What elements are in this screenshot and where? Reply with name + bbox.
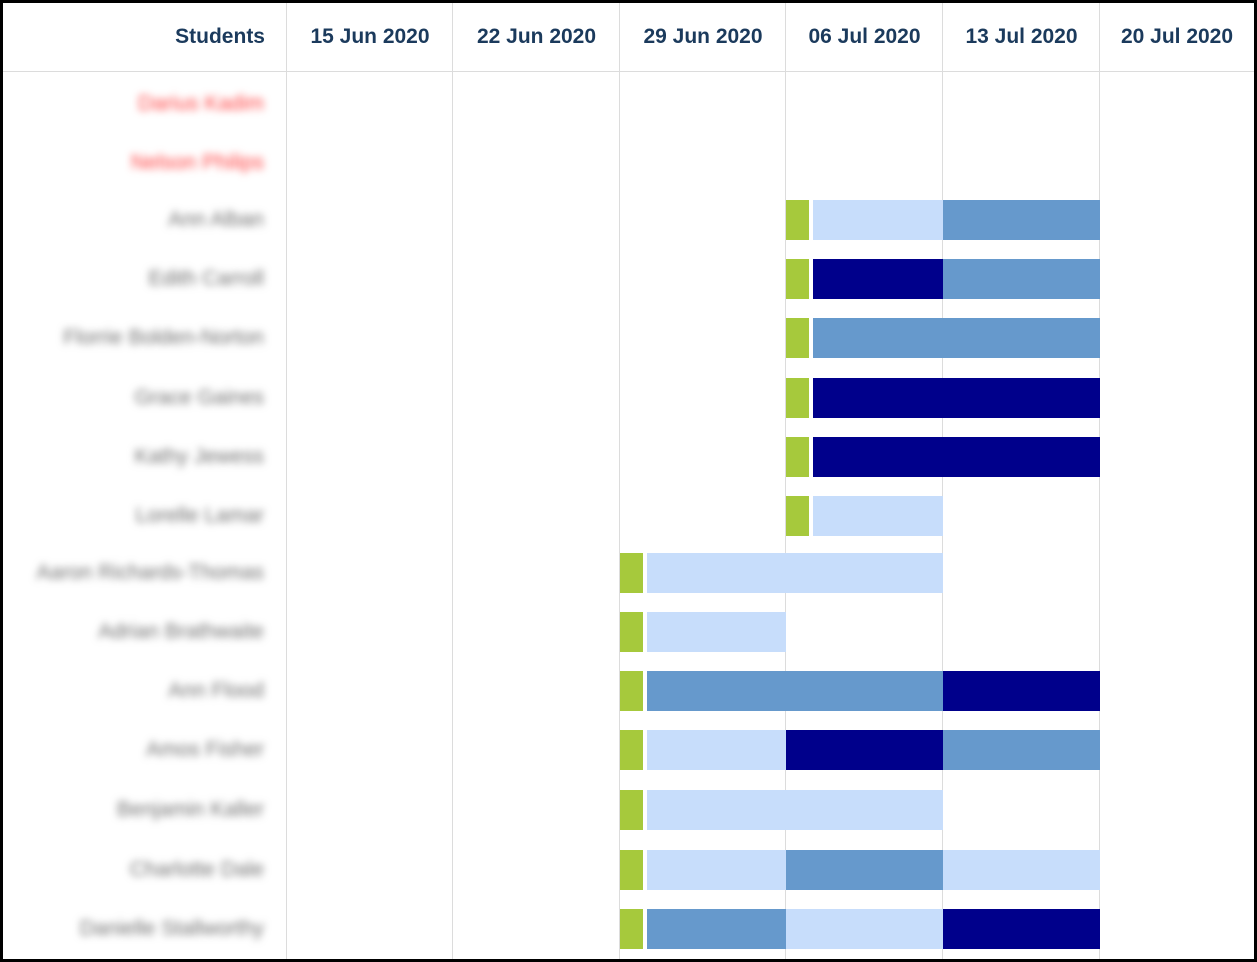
week-progress-bar[interactable] — [786, 909, 943, 949]
week-column-divider — [1099, 3, 1100, 959]
start-marker — [786, 437, 809, 477]
start-marker — [620, 612, 643, 652]
week-progress-bar[interactable] — [813, 200, 943, 240]
start-marker — [620, 730, 643, 770]
start-marker — [786, 378, 809, 418]
week-header-22-jun: 22 Jun 2020 — [476, 25, 597, 48]
student-name[interactable]: Kathy Jewess — [134, 445, 264, 468]
week-header-13-jul: 13 Jul 2020 — [965, 25, 1078, 48]
week-progress-bar[interactable] — [943, 730, 1100, 770]
student-name[interactable]: Danielle Stallworthy — [79, 917, 264, 940]
student-name[interactable]: Florrie Bolden-Norton — [63, 326, 264, 349]
week-progress-bar[interactable] — [813, 259, 943, 299]
week-progress-bar[interactable] — [943, 200, 1100, 240]
week-progress-bar[interactable] — [943, 378, 1100, 418]
start-marker — [620, 909, 643, 949]
week-progress-bar[interactable] — [647, 909, 786, 949]
week-progress-bar[interactable] — [943, 671, 1100, 711]
student-name[interactable]: Ann Alban — [168, 208, 264, 231]
student-name[interactable]: Benjamin Kaller — [116, 798, 264, 821]
week-column-divider — [286, 3, 287, 959]
week-header-20-jul: 20 Jul 2020 — [1120, 25, 1234, 48]
week-progress-bar[interactable] — [786, 730, 943, 770]
week-progress-bar[interactable] — [786, 553, 943, 593]
start-marker — [786, 200, 809, 240]
students-column-header: Students — [175, 25, 265, 48]
week-header-15-jun: 15 Jun 2020 — [310, 25, 430, 48]
week-progress-bar[interactable] — [647, 671, 786, 711]
week-progress-bar[interactable] — [943, 437, 1100, 477]
student-names-column: Darius Kadim Nelson Philips Ann Alban Edith… — [3, 3, 266, 959]
week-progress-bar[interactable] — [647, 612, 786, 652]
start-marker — [786, 496, 809, 536]
week-header-06-jul: 06 Jul 2020 — [808, 25, 921, 48]
week-progress-bar[interactable] — [943, 909, 1100, 949]
week-header-29-jun: 29 Jun 2020 — [643, 25, 763, 48]
week-progress-bar[interactable] — [786, 850, 943, 890]
week-column-divider — [942, 3, 943, 959]
week-progress-bar[interactable] — [943, 318, 1100, 358]
header-row: Students 15 Jun 2020 22 Jun 2020 29 Jun … — [3, 3, 1254, 72]
week-progress-bar[interactable] — [813, 378, 943, 418]
student-name[interactable]: Darius Kadim — [137, 92, 264, 115]
week-progress-bar[interactable] — [786, 671, 943, 711]
student-name[interactable]: Charlotte Dale — [129, 858, 264, 881]
week-progress-bar[interactable] — [647, 850, 786, 890]
week-column-divider — [785, 3, 786, 959]
week-progress-bar[interactable] — [943, 850, 1100, 890]
start-marker — [620, 671, 643, 711]
student-name[interactable]: Ann Flood — [168, 679, 264, 702]
student-name[interactable]: Adrian Brathwaite — [98, 620, 264, 643]
week-progress-bar[interactable] — [813, 437, 943, 477]
week-progress-bar[interactable] — [813, 318, 943, 358]
student-name[interactable]: Nelson Philips — [130, 151, 264, 174]
week-progress-bar[interactable] — [786, 790, 943, 830]
start-marker — [620, 850, 643, 890]
start-marker — [620, 790, 643, 830]
week-progress-bar[interactable] — [943, 259, 1100, 299]
week-progress-bar[interactable] — [647, 790, 786, 830]
start-marker — [786, 318, 809, 358]
week-column-divider — [619, 3, 620, 959]
student-name[interactable]: Lorelle Lamar — [135, 504, 264, 527]
student-name[interactable]: Aaron Richards-Thomas — [36, 561, 264, 584]
week-progress-bar[interactable] — [813, 496, 943, 536]
student-name[interactable]: Grace Gaines — [134, 386, 264, 409]
week-column-divider — [452, 3, 453, 959]
start-marker — [786, 259, 809, 299]
start-marker — [620, 553, 643, 593]
week-progress-bar[interactable] — [647, 730, 786, 770]
week-progress-bar[interactable] — [647, 553, 786, 593]
student-name[interactable]: Edith Carroll — [148, 267, 264, 290]
student-name[interactable]: Amos Fisher — [146, 738, 264, 761]
